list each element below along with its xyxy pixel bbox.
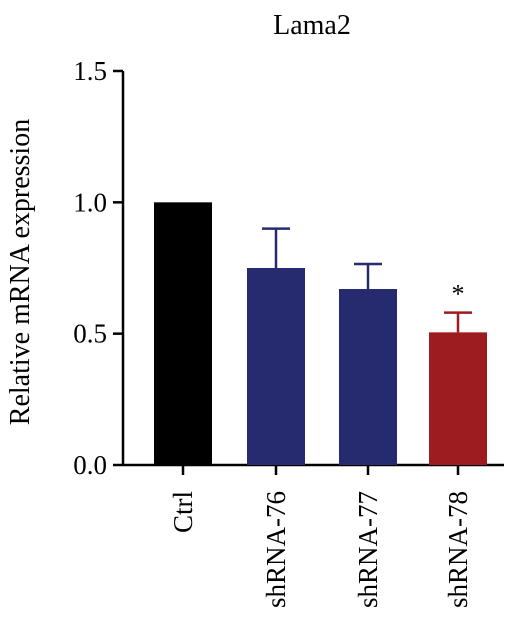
y-tick-label-0: 0.0 [73,450,107,480]
x-tick-label-3: shRNA-78 [443,491,473,608]
bar-0 [154,202,212,466]
chart-title: Lama2 [273,10,351,41]
y-tick-label-1: 0.5 [73,319,107,349]
x-tick-label-1: shRNA-76 [261,491,291,608]
x-tick-label-0: Ctrl [168,491,198,533]
y-tick-label-2: 1.0 [73,187,107,217]
y-ticks: 0.0 0.5 1.0 1.5 [73,56,123,480]
bars: * [154,202,487,466]
y-tick-label-3: 1.5 [73,56,107,86]
y-axis-label: Relative mRNA expression [5,119,36,425]
bar-3 [429,332,487,465]
x-tick-label-2: shRNA-77 [353,491,383,608]
significance-marker-3: * [452,280,465,309]
bar-1 [247,268,305,465]
bar-2 [339,289,397,465]
x-labels: Ctrl shRNA-76 shRNA-77 shRNA-78 [168,465,473,608]
